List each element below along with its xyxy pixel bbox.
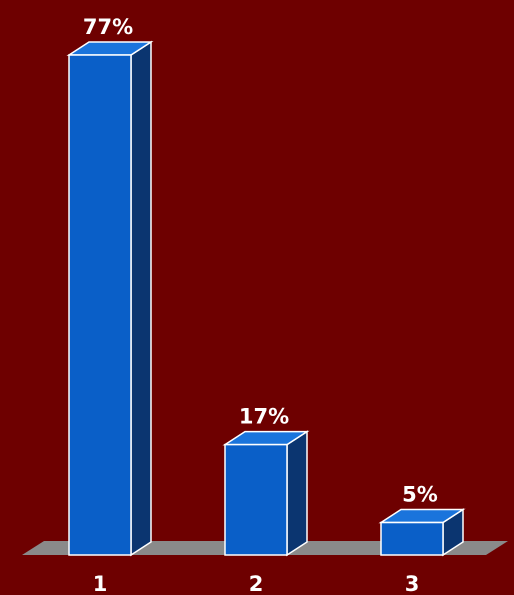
bar-front bbox=[68, 54, 132, 556]
category-label: 2 bbox=[249, 572, 264, 595]
labels-layer: 77% 1 17% 2 5% 3 bbox=[83, 15, 438, 595]
data-label: 17% bbox=[239, 405, 289, 429]
bar-1 bbox=[66, 40, 154, 557]
bar-front bbox=[224, 443, 288, 556]
bar-2 bbox=[222, 430, 310, 557]
category-label: 1 bbox=[93, 572, 108, 595]
category-label: 3 bbox=[405, 572, 420, 595]
bar-side bbox=[130, 40, 152, 557]
bars-layer bbox=[66, 40, 466, 557]
bar-side bbox=[286, 430, 308, 557]
bar-3 bbox=[378, 508, 466, 557]
bar-front bbox=[380, 521, 444, 556]
data-label: 77% bbox=[83, 15, 133, 39]
data-label: 5% bbox=[402, 483, 438, 507]
